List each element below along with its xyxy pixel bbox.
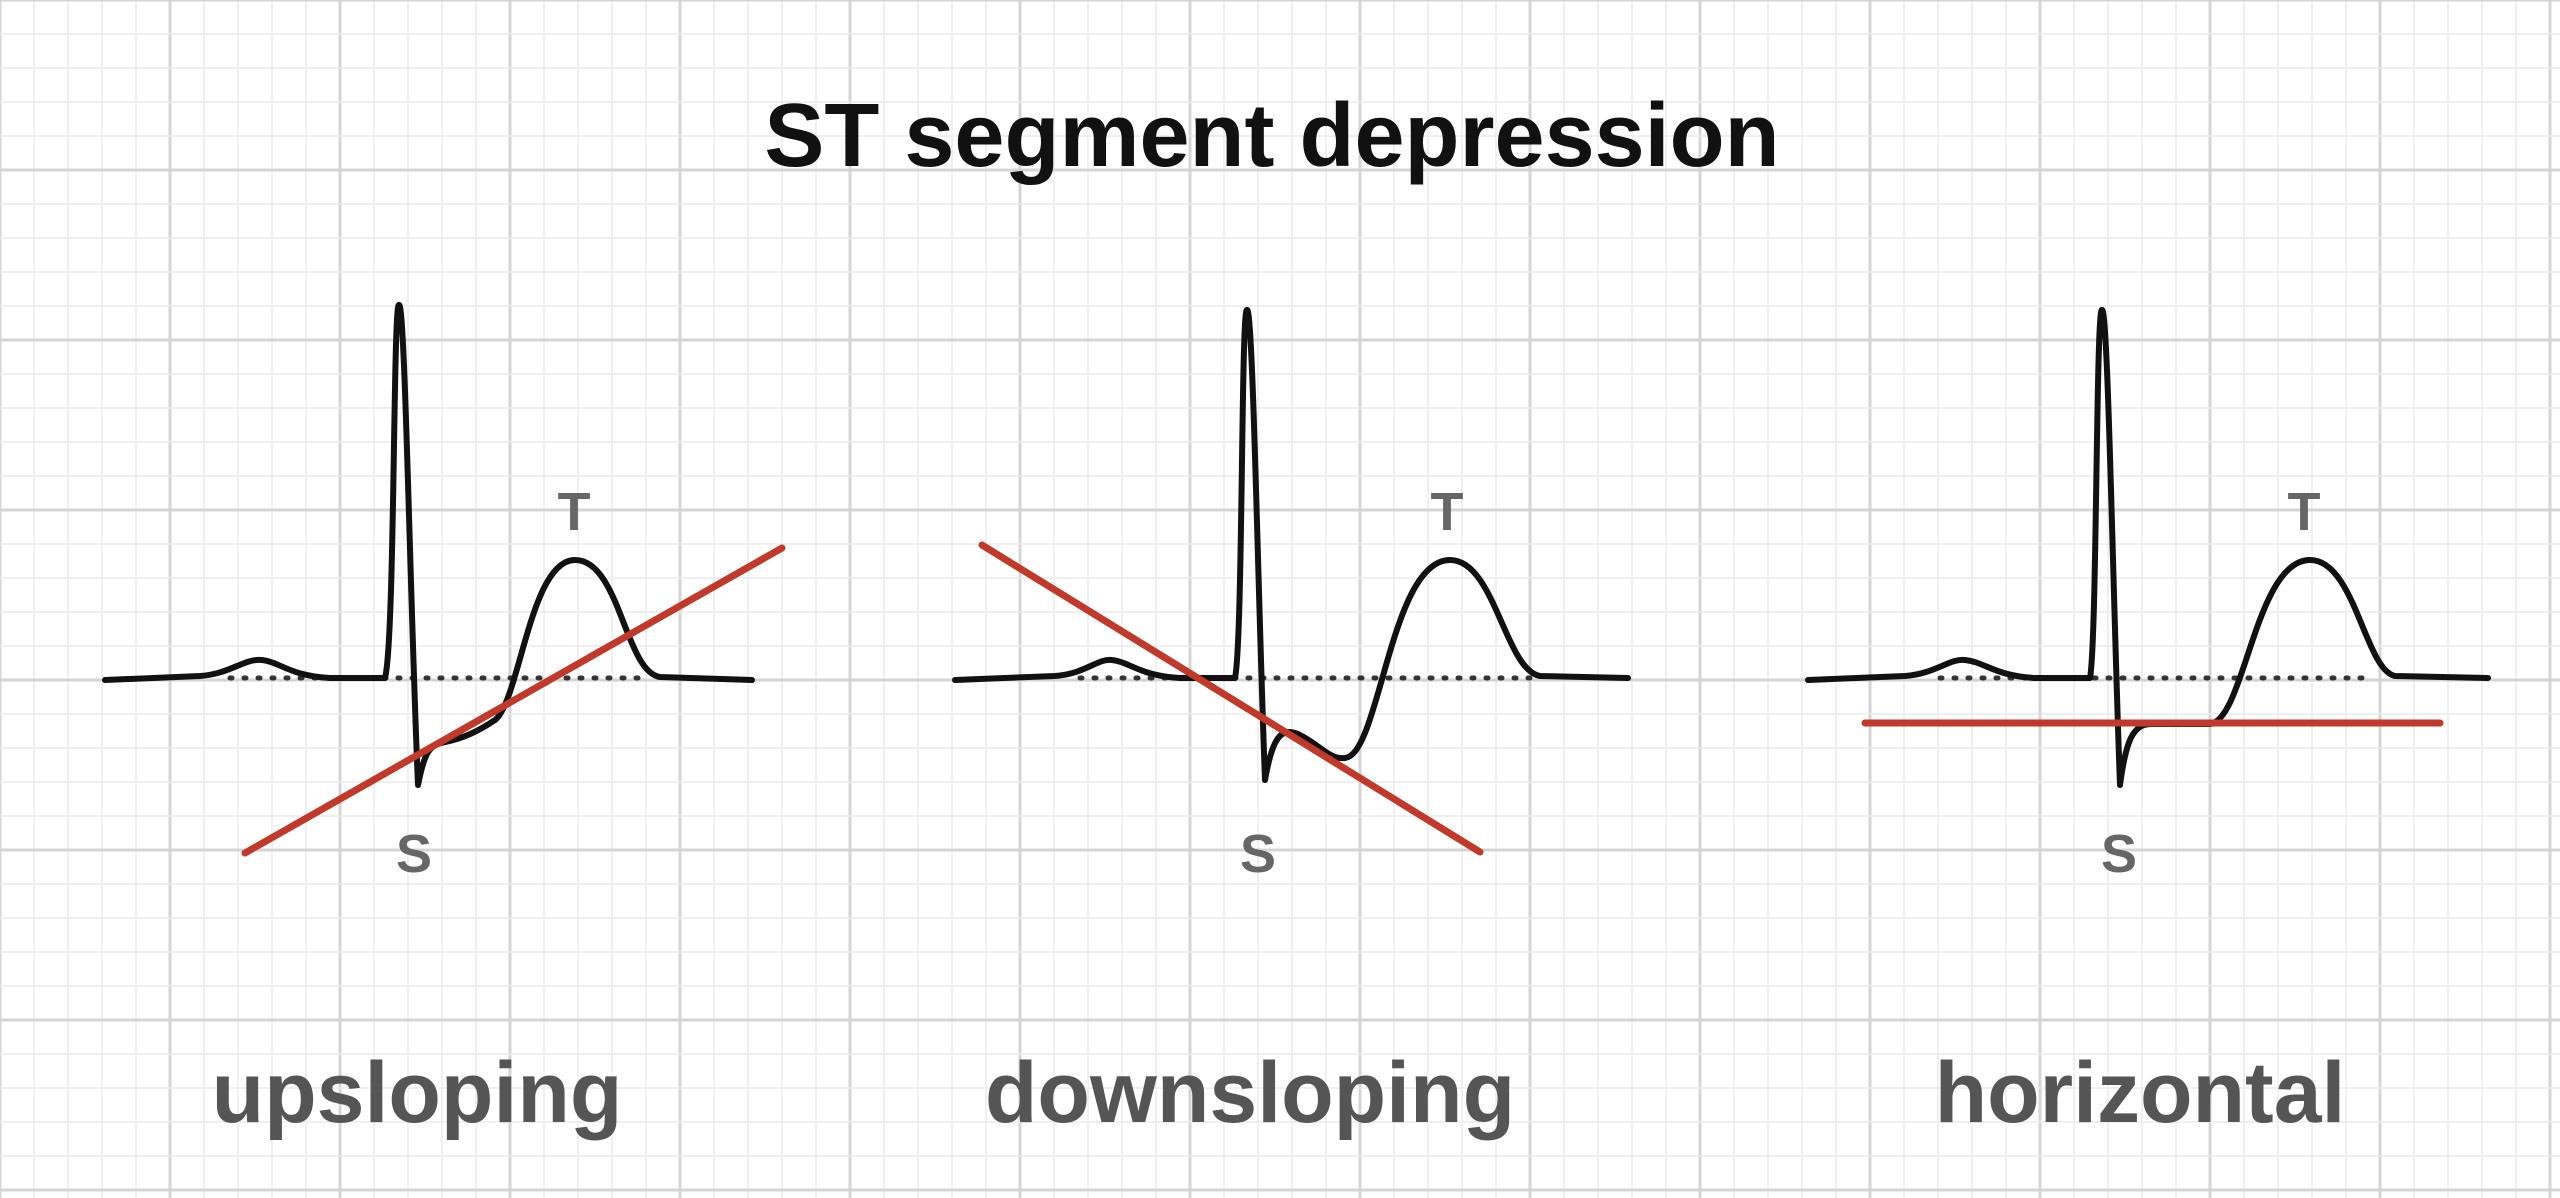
panel-downsloping: T S downsloping — [952, 306, 1631, 1141]
panel-horizontal: T S horizontal — [1805, 306, 2491, 1141]
t-wave-label: T — [1431, 482, 1464, 542]
panel-label-upsloping: upsloping — [212, 1045, 623, 1141]
t-wave-label: T — [558, 482, 591, 542]
s-wave-label: S — [1240, 824, 1276, 884]
t-wave-label: T — [2288, 482, 2321, 542]
panel-label-horizontal: horizontal — [1935, 1045, 2346, 1141]
st-slope-line — [241, 544, 786, 857]
ecg-trace — [952, 306, 1631, 783]
s-wave-label: S — [396, 824, 432, 884]
diagram-title: ST segment depression — [764, 86, 1779, 186]
ecg-trace — [1805, 306, 2491, 788]
st-slope-line — [978, 541, 1484, 856]
panel-label-downsloping: downsloping — [985, 1045, 1515, 1141]
panel-upsloping: T S upsloping — [102, 301, 786, 1141]
s-wave-label: S — [2101, 824, 2137, 884]
ecg-trace — [102, 301, 755, 788]
